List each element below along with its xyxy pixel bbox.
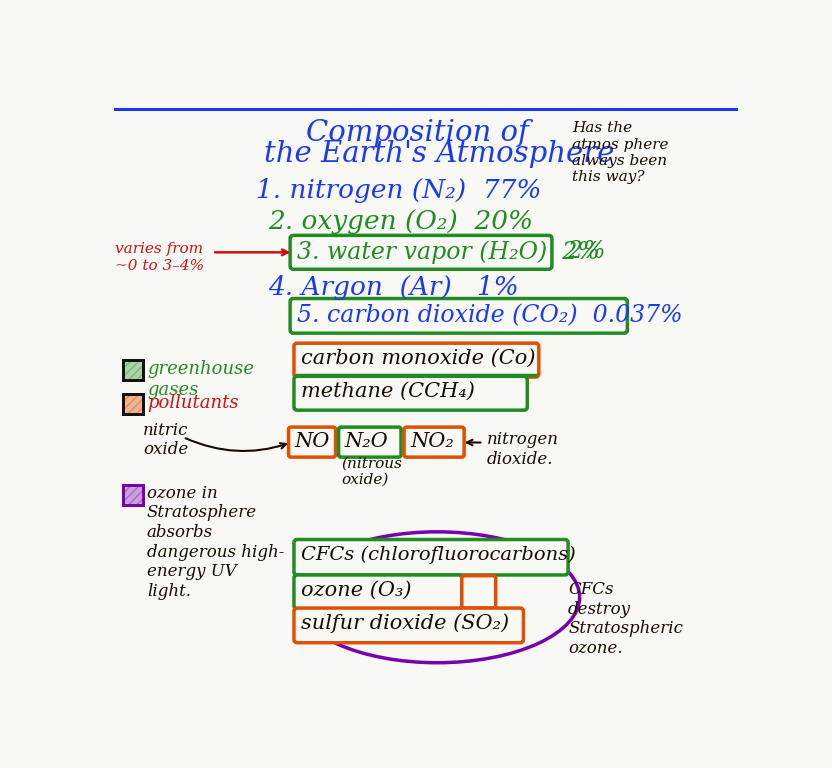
Bar <box>123 485 143 505</box>
Text: pollutants: pollutants <box>147 394 239 412</box>
Text: methane (CCH₄): methane (CCH₄) <box>301 382 475 401</box>
Text: Has the
atmos phere
always been
this way?: Has the atmos phere always been this way… <box>572 121 668 184</box>
Text: the Earth's Atmosphere: the Earth's Atmosphere <box>264 140 614 168</box>
Text: greenhouse
gases: greenhouse gases <box>147 360 254 399</box>
Text: 2%: 2% <box>552 240 605 263</box>
Text: nitrogen
dioxide.: nitrogen dioxide. <box>487 431 558 468</box>
Bar <box>123 360 143 380</box>
Text: NO₂: NO₂ <box>410 432 454 451</box>
Bar <box>123 394 143 414</box>
Bar <box>123 394 143 414</box>
Bar <box>123 485 143 505</box>
Text: CFCs (chlorofluorocarbons): CFCs (chlorofluorocarbons) <box>301 546 576 564</box>
Text: 1. nitrogen (N₂)  77%: 1. nitrogen (N₂) 77% <box>256 178 542 204</box>
Text: carbon monoxide (Co): carbon monoxide (Co) <box>301 349 535 368</box>
FancyBboxPatch shape <box>294 608 523 643</box>
Text: Composition of: Composition of <box>306 119 529 147</box>
FancyBboxPatch shape <box>339 427 401 457</box>
FancyBboxPatch shape <box>294 376 527 410</box>
Text: varies from
~0 to 3–4%: varies from ~0 to 3–4% <box>116 243 205 273</box>
Text: 2. oxygen (O₂)  20%: 2. oxygen (O₂) 20% <box>268 209 532 234</box>
Bar <box>123 394 143 414</box>
Text: ozone (O₃): ozone (O₃) <box>301 581 411 599</box>
Text: nitric
oxide: nitric oxide <box>143 422 188 458</box>
FancyBboxPatch shape <box>462 576 496 608</box>
Text: CFCs
destroy
Stratospheric
ozone.: CFCs destroy Stratospheric ozone. <box>568 581 683 657</box>
Text: (nitrous
oxide): (nitrous oxide) <box>341 456 402 487</box>
Bar <box>123 485 143 505</box>
FancyBboxPatch shape <box>289 427 335 457</box>
FancyBboxPatch shape <box>290 235 552 270</box>
Bar <box>123 360 143 380</box>
Text: sulfur dioxide (SO₂): sulfur dioxide (SO₂) <box>301 614 509 633</box>
Text: 4. Argon  (Ar)   1%: 4. Argon (Ar) 1% <box>268 276 518 300</box>
FancyBboxPatch shape <box>294 540 568 575</box>
FancyBboxPatch shape <box>294 575 462 609</box>
Text: NO: NO <box>295 432 330 451</box>
FancyBboxPatch shape <box>294 343 539 377</box>
Text: 5. carbon dioxide (CO₂)  0.037%: 5. carbon dioxide (CO₂) 0.037% <box>297 304 683 327</box>
FancyBboxPatch shape <box>290 299 627 333</box>
Text: ozone in
Stratosphere
absorbs
dangerous high-
energy UV
light.: ozone in Stratosphere absorbs dangerous … <box>147 485 285 600</box>
Text: 3. water vapor (H₂O)  2%: 3. water vapor (H₂O) 2% <box>297 240 600 263</box>
Bar <box>123 360 143 380</box>
Text: N₂O: N₂O <box>344 432 389 451</box>
FancyBboxPatch shape <box>404 427 464 457</box>
